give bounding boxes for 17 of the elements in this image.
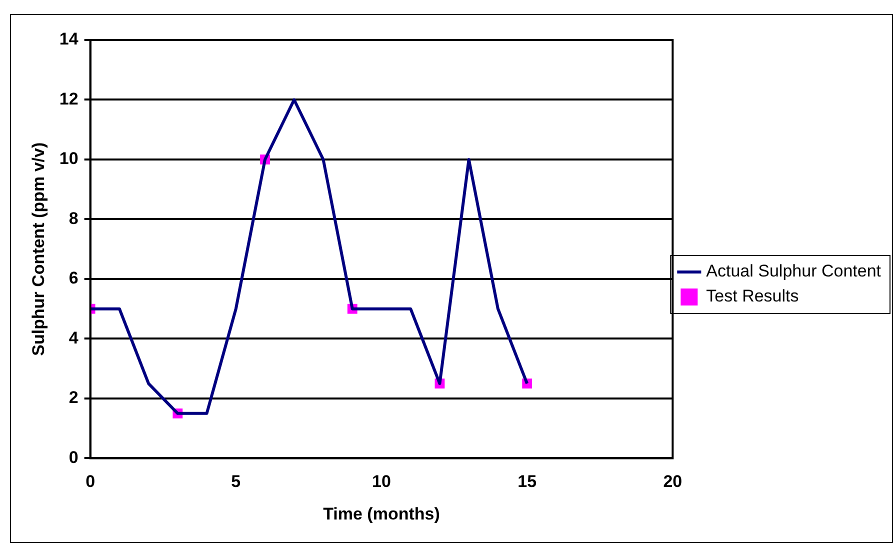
y-tick-label: 10 [59,149,78,168]
y-tick-label: 6 [68,268,78,288]
y-tick-label: 2 [68,388,78,408]
x-tick-label: 20 [663,472,682,492]
x-tick-label: 0 [86,472,96,492]
x-axis-title: Time (months) [323,504,440,524]
y-tick-label: 14 [59,30,79,49]
legend-label: Actual Sulphur Content [706,262,882,281]
x-tick-label: 10 [372,472,391,492]
x-tick-label: 5 [231,472,241,492]
y-tick-label: 12 [59,89,78,108]
y-tick-label: 0 [68,448,78,467]
y-tick-label: 8 [68,208,78,228]
x-tick-label: 15 [518,472,537,492]
legend-label: Test Results [706,286,799,306]
y-axis-title: Sulphur Content (ppm v/v) [28,142,48,356]
y-tick-label: 4 [68,328,79,348]
